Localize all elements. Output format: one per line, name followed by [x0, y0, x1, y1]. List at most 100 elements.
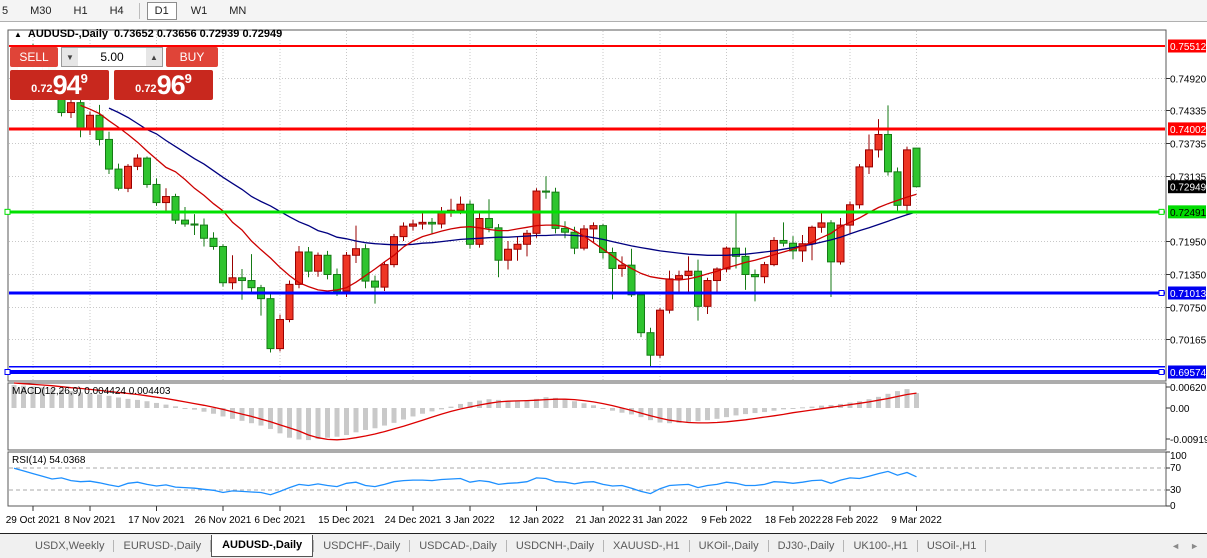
- tab-divider: [603, 540, 605, 552]
- candle-body: [152, 183, 161, 204]
- candle-body: [732, 247, 740, 257]
- candle-body: [162, 196, 170, 204]
- macd-histogram-bar: [610, 408, 615, 411]
- price-axis-label: 0.71350: [1170, 270, 1207, 281]
- tab-audusd-daily[interactable]: AUDUSD-,Daily: [211, 534, 314, 557]
- volume-value[interactable]: 5.00: [100, 50, 124, 64]
- collapse-arrow-icon: ▲: [14, 29, 22, 39]
- timeframe-m30[interactable]: M30: [30, 4, 52, 17]
- date-axis-label: 21 Jan 2022: [575, 515, 630, 526]
- tab-scroll-left-icon[interactable]: ◄: [1171, 541, 1181, 551]
- timeframe-w1[interactable]: W1: [190, 4, 208, 17]
- tab-ukoil-daily[interactable]: UKOil-,Daily: [698, 540, 759, 552]
- candle-body: [190, 223, 199, 226]
- candle-body: [551, 191, 560, 229]
- candle-body: [314, 254, 322, 272]
- price-axis-label: 0.70750: [1170, 303, 1207, 314]
- line-selection-handle: [4, 208, 11, 215]
- timeframe-5[interactable]: 5: [2, 4, 9, 17]
- macd-histogram-bar: [515, 401, 520, 408]
- date-axis-label: 28 Feb 2022: [822, 515, 879, 526]
- timeframe-h4[interactable]: H4: [109, 4, 124, 17]
- candle-body: [95, 114, 104, 140]
- candle-body: [741, 255, 750, 275]
- volume-increase-icon[interactable]: ▲: [146, 48, 162, 66]
- date-axis-label: 9 Feb 2022: [701, 515, 752, 526]
- candle-body: [874, 133, 883, 151]
- candle-body: [675, 275, 683, 280]
- volume-spinner[interactable]: ▼ 5.00 ▲: [61, 47, 163, 67]
- tab-eurusd-daily[interactable]: EURUSD-,Daily: [123, 540, 202, 552]
- macd-histogram-bar: [676, 408, 682, 423]
- macd-histogram-bar: [743, 408, 748, 415]
- macd-histogram-bar: [429, 408, 435, 412]
- candle-body: [456, 203, 465, 211]
- macd-histogram-bar: [78, 392, 83, 408]
- price-badge-label: 0.75512: [1170, 42, 1207, 53]
- timeframe-mn[interactable]: MN: [229, 4, 247, 17]
- macd-histogram-bar: [762, 408, 767, 413]
- date-axis-label: 24 Dec 2021: [385, 515, 442, 526]
- candle-body: [513, 243, 522, 250]
- tab-uk100-h1[interactable]: UK100-,H1: [853, 540, 908, 552]
- macd-histogram-bar: [477, 400, 482, 408]
- timeframe-h1[interactable]: H1: [73, 4, 88, 17]
- line-selection-handle: [1158, 208, 1165, 215]
- candle-body: [855, 166, 864, 206]
- sell-price-box[interactable]: 0.72 94 9: [10, 70, 109, 100]
- tab-scroll-right-icon[interactable]: ►: [1190, 541, 1199, 551]
- macd-histogram-bar: [363, 408, 368, 430]
- macd-histogram-bar: [68, 391, 74, 408]
- tab-divider: [505, 540, 507, 552]
- candle-body: [665, 278, 674, 311]
- macd-histogram-bar: [325, 408, 330, 438]
- price-badge-label: 0.71013: [1170, 289, 1207, 300]
- price-axis-label: 0.74920: [1170, 75, 1207, 86]
- tab-usoil-h1[interactable]: USOil-,H1: [926, 540, 977, 552]
- tab-xauusd-h1[interactable]: XAUUSD-,H1: [613, 540, 680, 552]
- candle-body: [266, 298, 275, 350]
- candle-body: [409, 223, 417, 227]
- line-selection-handle: [4, 368, 11, 375]
- rsi-line: [13, 467, 917, 496]
- tab-divider: [916, 540, 918, 552]
- macd-histogram-bar: [505, 400, 511, 408]
- candle-body: [656, 309, 664, 356]
- date-axis-label: 31 Jan 2022: [632, 515, 687, 526]
- candle-body: [608, 252, 617, 269]
- tab-usdchf-daily[interactable]: USDCHF-,Daily: [323, 540, 401, 552]
- rsi-axis-label: 30: [1170, 485, 1182, 496]
- candle-body: [770, 239, 778, 266]
- date-axis-label: 26 Nov 2021: [195, 515, 252, 526]
- macd-histogram-bar: [914, 393, 919, 408]
- timeframe-d1[interactable]: D1: [146, 1, 177, 20]
- date-axis-label: 29 Oct 2021: [6, 515, 61, 526]
- candle-body: [561, 227, 569, 233]
- macd-histogram-bar: [524, 400, 530, 408]
- candle-body: [124, 165, 132, 189]
- tab-usdcad-daily[interactable]: USDCAD-,Daily: [419, 540, 497, 552]
- tab-usdx-weekly[interactable]: USDX,Weekly: [35, 540, 105, 552]
- rsi-indicator: [9, 467, 1165, 496]
- chart-canvas[interactable]: 0.74920 0.74335 0.73735 0.73135 0.71950 0.713…: [0, 22, 1207, 533]
- sell-button[interactable]: SELL: [10, 47, 58, 67]
- macd-histogram-bar: [334, 408, 340, 437]
- tab-usdcnh-daily[interactable]: USDCNH-,Daily: [515, 540, 595, 552]
- macd-histogram-bar: [724, 408, 729, 418]
- candle-body: [903, 149, 911, 206]
- candle-body: [466, 203, 474, 245]
- rsi-pane: [7, 451, 1167, 507]
- buy-price-big: 96: [156, 70, 186, 100]
- price-badge: [1168, 180, 1206, 194]
- price-axis-label: 0.74335: [1170, 107, 1207, 118]
- macd-histogram-bar: [11, 385, 17, 408]
- tab-dj30-daily[interactable]: DJ30-,Daily: [777, 540, 835, 552]
- price-axis-label: 0.71950: [1170, 238, 1207, 249]
- buy-button[interactable]: BUY: [166, 47, 218, 67]
- buy-price-prefix: 0.72: [135, 83, 157, 95]
- price-badge: [1168, 365, 1206, 379]
- chart-area: 0.74920 0.74335 0.73735 0.73135 0.71950 0.713…: [0, 22, 1207, 533]
- volume-decrease-icon[interactable]: ▼: [62, 48, 78, 66]
- candle-body: [247, 280, 256, 289]
- buy-price-box[interactable]: 0.72 96 9: [114, 70, 213, 100]
